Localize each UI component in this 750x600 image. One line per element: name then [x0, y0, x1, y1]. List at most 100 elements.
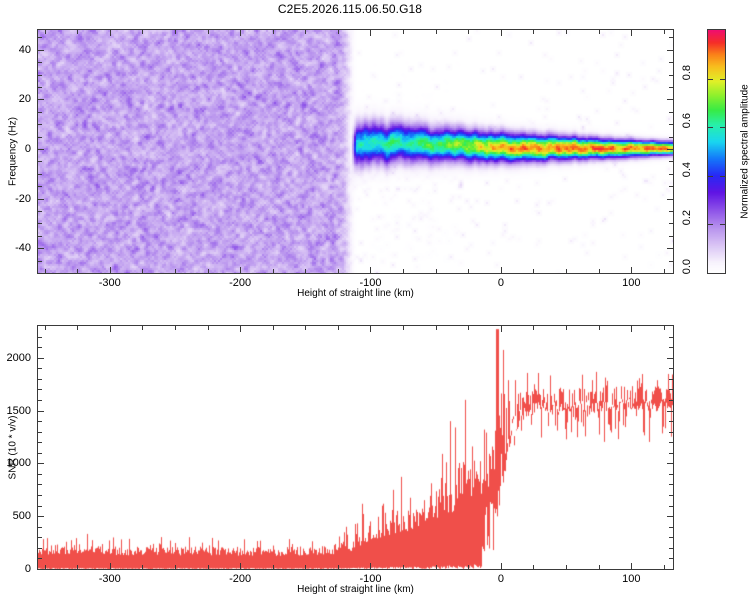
- spectrogram-xtick-minor-top: [403, 30, 405, 34]
- spectrogram-ytick-label: 0: [24, 143, 31, 156]
- spectrogram-xtick-minor-top: [663, 30, 665, 34]
- snr-ytick-label: 500: [12, 510, 31, 523]
- spectrogram-xtick: [631, 267, 633, 273]
- spectrogram-ytick-minor-right: [669, 161, 673, 163]
- spectrogram-ytick-minor: [38, 211, 42, 212]
- snr-xtick-minor-top: [272, 326, 274, 330]
- snr-xtick-label: -200: [229, 573, 252, 585]
- snr-ytick-minor-right: [669, 505, 673, 507]
- snr-xtick-minor: [566, 565, 568, 569]
- snr-xtick-minor: [272, 565, 274, 569]
- snr-xtick-top: [631, 326, 633, 332]
- spectrogram-xtick-minor: [272, 269, 274, 273]
- snr-xtick-minor: [663, 565, 665, 569]
- spectrogram-ytick-minor: [38, 161, 42, 163]
- spectrogram-xtick-top: [240, 30, 242, 36]
- colorbar-tick-label: 0.4: [681, 161, 693, 178]
- snr-ytick-minor-right: [669, 452, 673, 454]
- colorbar-tick-right: [720, 175, 725, 177]
- spectrogram-xtick-minor: [142, 269, 144, 273]
- snr-ytick-minor: [38, 368, 42, 370]
- colorbar-tick-label: 0.8: [681, 64, 693, 80]
- spectrogram-ytick-right: [667, 198, 673, 200]
- spectrogram-xtick-top: [500, 30, 502, 36]
- spectrogram-ytick-label: 20: [18, 93, 31, 106]
- snr-ytick-right: [667, 516, 673, 518]
- snr-ytick-minor-right: [669, 389, 673, 391]
- colorbar-tick-label: 0.6: [681, 113, 693, 129]
- spectrogram-xtick: [370, 267, 372, 273]
- snr-ytick: [38, 569, 44, 570]
- snr-ytick-minor: [38, 495, 42, 497]
- spectrogram-ytick-minor-right: [669, 173, 673, 175]
- snr-xtick-minor-top: [337, 326, 339, 330]
- spectrogram-xtick-minor: [598, 269, 600, 273]
- snr-ytick-right: [667, 569, 673, 570]
- spectrogram-xtick-minor-top: [174, 30, 176, 34]
- spectrogram-xtick-minor: [77, 269, 79, 273]
- snr-ytick-label: 1500: [6, 404, 31, 417]
- snr-ytick: [38, 463, 44, 465]
- spectrogram-ytick-right: [667, 248, 673, 250]
- snr-xtick-minor: [44, 565, 46, 569]
- colorbar-tick-right: [720, 273, 725, 274]
- spectrogram-ytick-minor-right: [669, 87, 673, 89]
- snr-ytick-minor: [38, 336, 42, 338]
- snr-ytick-minor: [38, 389, 42, 391]
- snr-ytick: [38, 516, 44, 518]
- snr-ytick-minor-right: [669, 473, 673, 475]
- snr-xtick-minor: [598, 565, 600, 569]
- spectrogram-xtick-top: [631, 30, 633, 36]
- spectrogram-xtick-minor: [468, 269, 470, 273]
- snr-xtick-minor-top: [468, 326, 470, 330]
- snr-xtick-label: -300: [98, 573, 121, 585]
- colorbar-tick: [708, 224, 713, 226]
- snr-ytick-minor: [38, 442, 42, 444]
- snr-xtick: [500, 563, 502, 569]
- spectrogram-ytick-minor-right: [669, 235, 673, 237]
- colorbar-tick: [708, 78, 713, 80]
- snr-xtick-minor: [468, 565, 470, 569]
- spectrogram-xtick-minor: [435, 269, 437, 273]
- snr-xtick-minor: [533, 565, 535, 569]
- snr-ytick-minor: [38, 378, 42, 380]
- snr-xtick-minor: [77, 565, 79, 569]
- spectrogram-ytick-label: 40: [18, 43, 31, 56]
- snr-xtick-top: [500, 326, 502, 332]
- snr-ytick-minor: [38, 526, 42, 528]
- spectrogram-ytick-right: [667, 49, 673, 51]
- spectrogram-xtick-minor-top: [272, 30, 274, 34]
- spectrogram-ytick-minor: [38, 235, 42, 237]
- spectrogram-ytick-minor: [38, 124, 42, 126]
- snr-xtick-minor: [337, 565, 339, 569]
- spectrogram-ytick-minor: [38, 37, 42, 39]
- spectrogram-ytick-minor-right: [669, 186, 673, 188]
- spectrogram-ytick-minor: [38, 62, 42, 64]
- spectrogram-ytick-minor: [38, 111, 42, 113]
- snr-ytick-minor-right: [669, 421, 673, 423]
- spectrogram-xtick-minor-top: [337, 30, 339, 34]
- snr-ytick-right: [667, 463, 673, 465]
- snr-ytick-minor-right: [669, 347, 673, 349]
- spectrogram-xtick-minor-top: [44, 30, 46, 34]
- snr-ytick-minor: [38, 399, 42, 401]
- snr-ytick-minor: [38, 347, 42, 349]
- spectrogram-xtick-minor: [566, 269, 568, 273]
- snr-ytick-minor-right: [669, 442, 673, 444]
- spectrogram-xtick-minor-top: [435, 30, 437, 34]
- spectrogram-ytick-minor-right: [669, 111, 673, 113]
- spectrogram-ytick: [38, 248, 44, 250]
- spectrogram-xtick-minor: [174, 269, 176, 273]
- snr-xtick-minor-top: [435, 326, 437, 330]
- spectrogram-ytick: [38, 198, 44, 200]
- snr-panel: [37, 325, 674, 570]
- spectrogram-ytick-minor: [38, 223, 42, 225]
- spectrogram-canvas: [38, 30, 673, 273]
- snr-ytick-minor-right: [669, 526, 673, 528]
- snr-ytick-minor-right: [669, 336, 673, 338]
- snr-xtick-minor-top: [142, 326, 144, 330]
- snr-xtick-label: 0: [497, 573, 504, 585]
- spectrogram-ytick-minor-right: [669, 74, 673, 76]
- spectrogram-ytick-minor-right: [669, 260, 673, 262]
- spectrogram-xtick-label: -200: [229, 277, 252, 289]
